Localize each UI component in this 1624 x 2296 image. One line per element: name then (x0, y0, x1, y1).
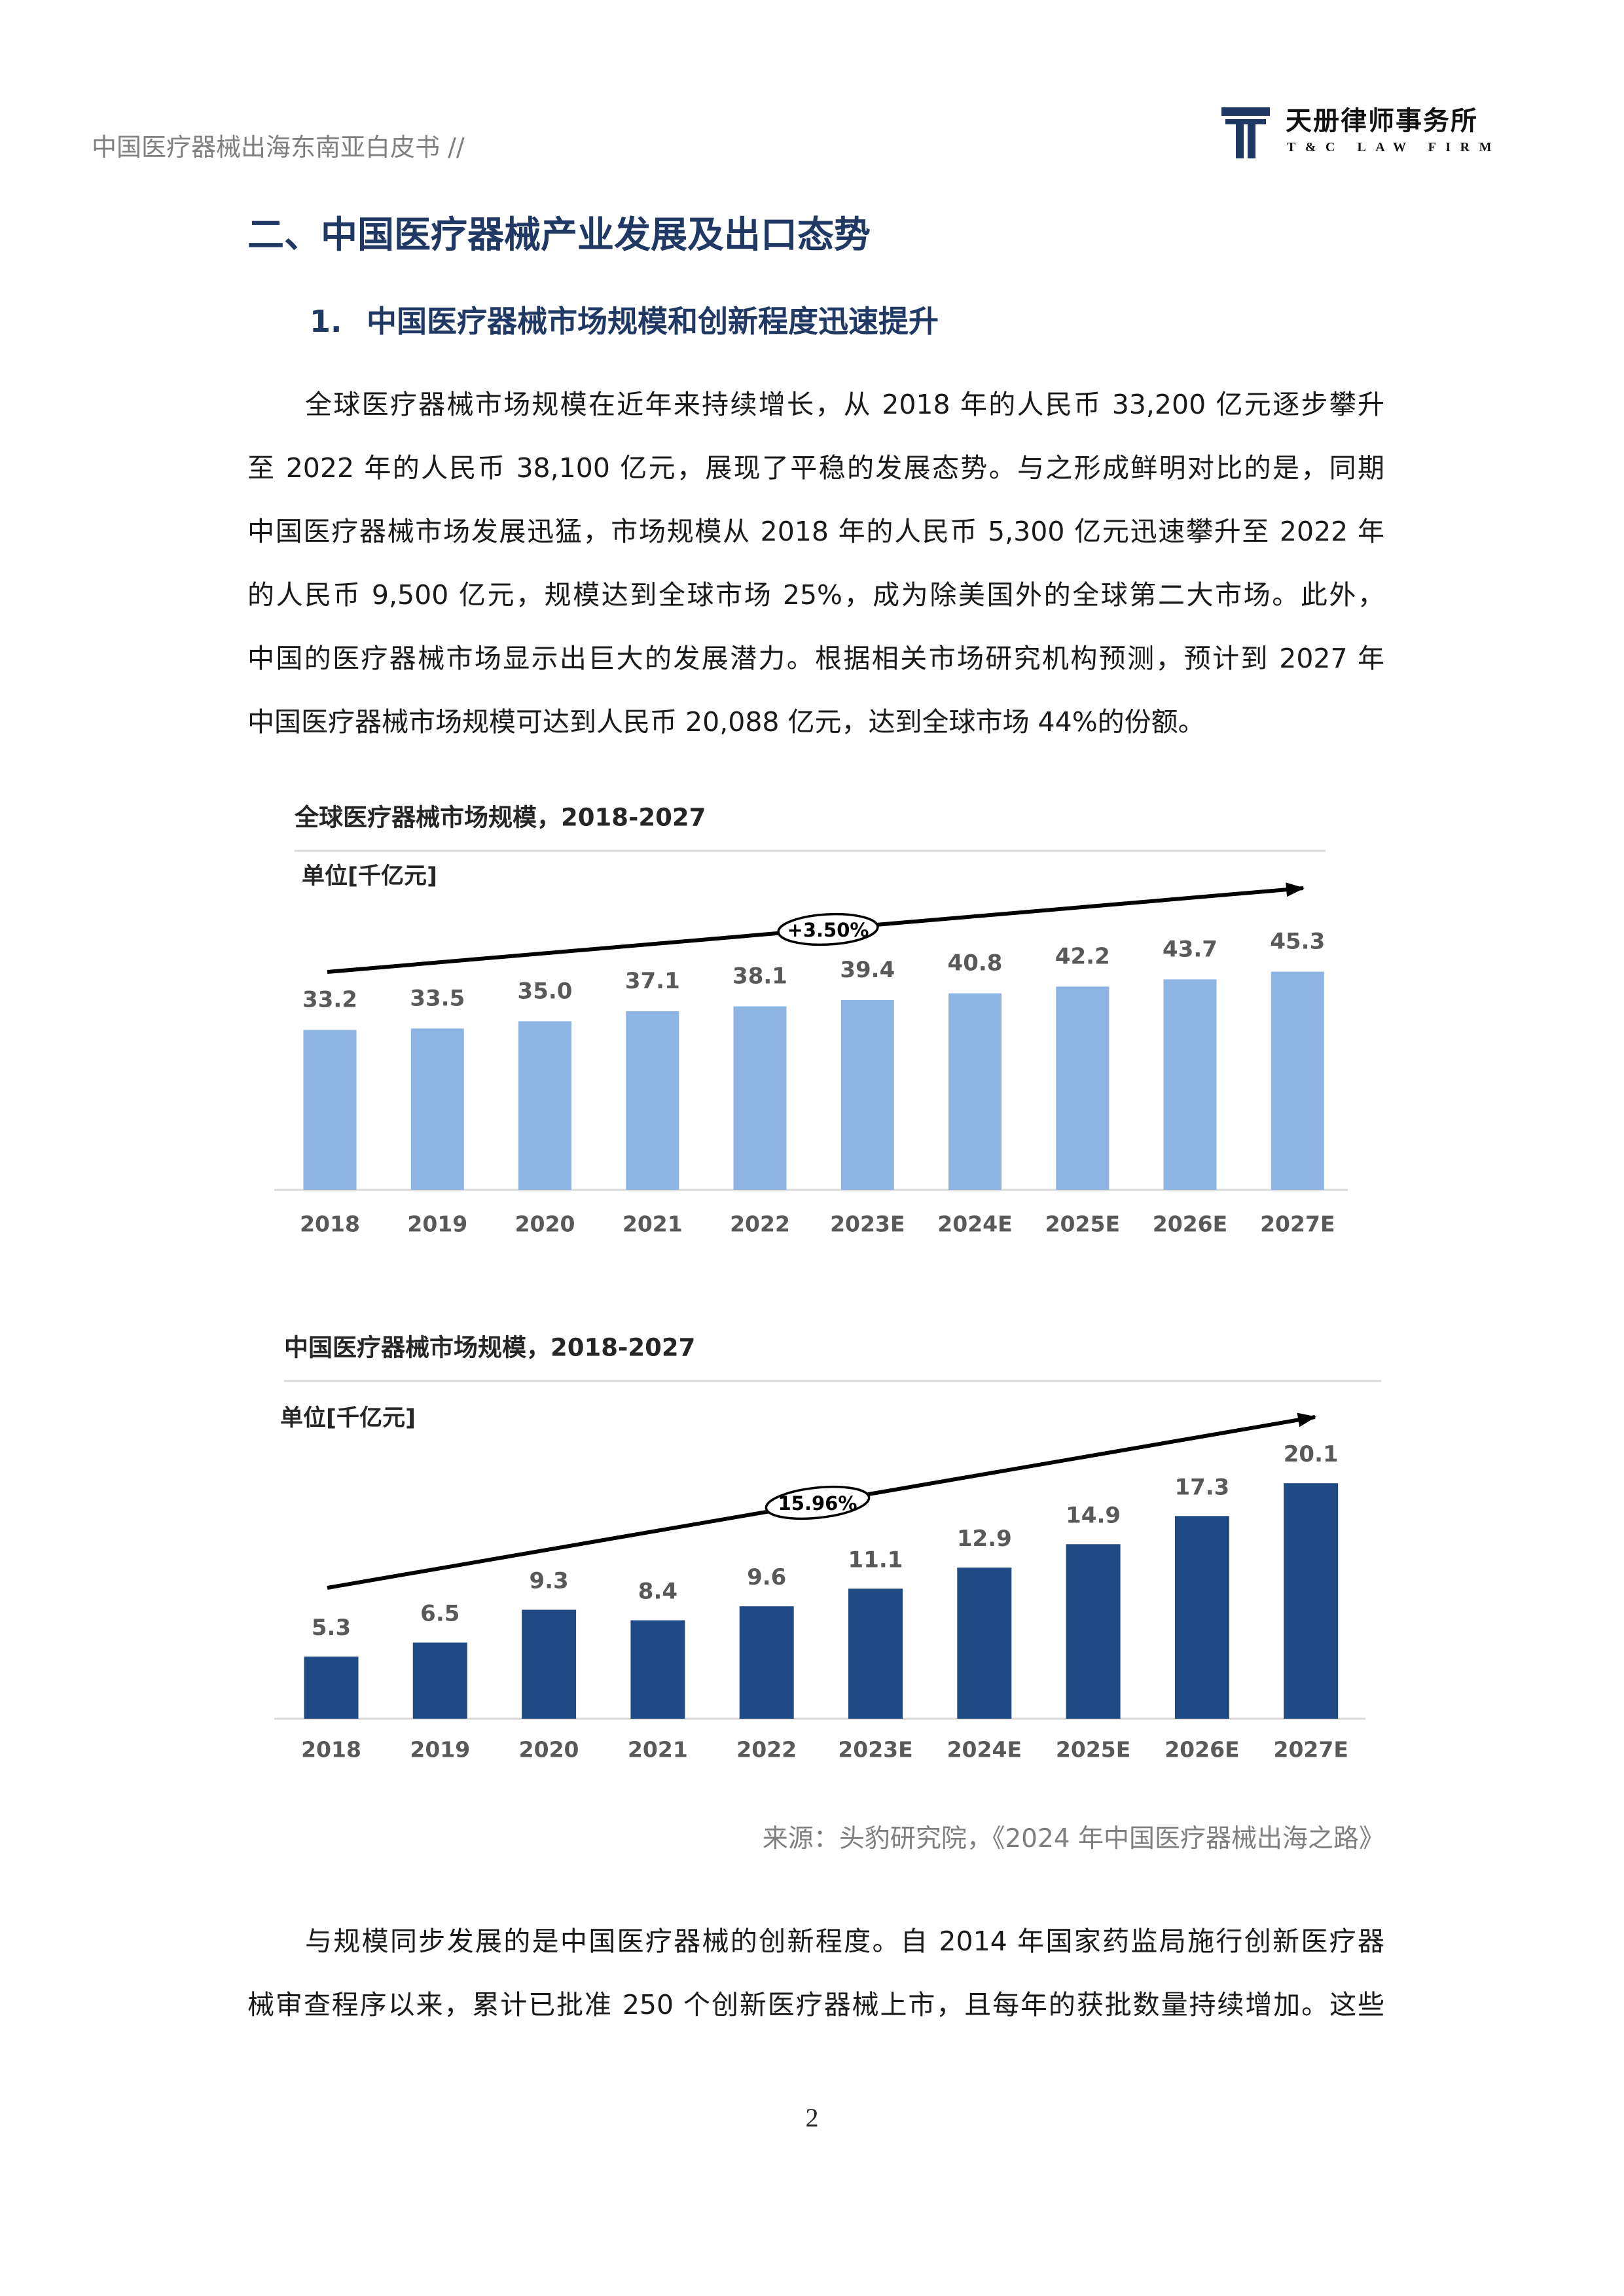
bar-value-label: 35.0 (518, 978, 573, 1004)
x-tick-label: 2024E (947, 1737, 1022, 1763)
bar-2020 (518, 1021, 571, 1190)
growth-rate-label: 15.96% (778, 1492, 857, 1515)
section-heading: 二、中国医疗器械产业发展及出口态势 (247, 214, 871, 257)
bar-series: 33.2 2018 33.5 2019 35.0 2020 37.1 2021 38.1 2022… (300, 929, 1335, 1237)
law-firm-logo-icon (1221, 107, 1270, 158)
x-tick-label: 2019 (410, 1737, 470, 1763)
bar-2023E (848, 1588, 903, 1719)
paragraph-line: 至 2022 年的人民币 38,100 亿元，展现了平稳的发展态势。与之形成鲜明… (247, 452, 1384, 484)
growth-rate-badge (765, 1485, 871, 1520)
chart-title: 中国医疗器械市场规模，2018-2027 (284, 1334, 695, 1362)
bar-value-label: 39.4 (840, 957, 895, 983)
bar-2019 (412, 1642, 467, 1719)
bar-value-label: 8.4 (638, 1579, 677, 1605)
bar-value-label: 40.8 (948, 950, 1003, 977)
bar-2026E (1174, 1516, 1229, 1719)
x-tick-label: 2023E (830, 1211, 905, 1237)
paragraph-line: 的人民币 9,500 亿元，规模达到全球市场 25%，成为除美国外的全球第二大市… (247, 579, 1384, 611)
x-tick-label: 2020 (515, 1211, 575, 1237)
bar-series: 5.3 2018 6.5 2019 9.3 2020 8.4 2021 9.6 2022 11.1 2… (301, 1441, 1348, 1762)
chart-title: 全球医疗器械市场规模，2018-2027 (294, 804, 706, 832)
paragraph-line: 中国的医疗器械市场显示出巨大的发展潜力。根据相关市场研究机构预测，预计到 202… (247, 643, 1384, 674)
bar-value-label: 11.1 (848, 1547, 903, 1573)
growth-rate-badge (777, 912, 879, 946)
x-tick-label: 2025E (1045, 1211, 1120, 1237)
bar-2022 (739, 1606, 794, 1719)
paragraph-market-size: 全球医疗器械市场规模在近年来持续增长，从 2018 年的人民币 33,200 亿… (247, 373, 1384, 754)
bar-2024E (957, 1568, 1012, 1719)
x-tick-label: 2025E (1056, 1737, 1130, 1763)
bar-value-label: 38.1 (732, 963, 787, 990)
global-market-bar-chart: 全球医疗器械市场规模，2018-2027 单位[千亿元] +3.50% 33.2… (274, 804, 1348, 1237)
x-tick-label: 2020 (519, 1737, 579, 1763)
bar-value-label: 14.9 (1066, 1502, 1121, 1528)
bar-2019 (410, 1028, 464, 1190)
running-header-title: 中国医疗器械出海东南亚白皮书 // (92, 133, 465, 162)
bar-value-label: 9.3 (529, 1568, 568, 1594)
x-tick-label: 2021 (628, 1737, 688, 1763)
x-tick-label: 2027E (1274, 1737, 1348, 1763)
growth-rate-label: +3.50% (787, 919, 869, 941)
paragraph-line: 中国医疗器械市场规模可达到人民币 20,088 亿元，达到全球市场 44%的份额… (247, 706, 1205, 738)
paragraph-line: 中国医疗器械市场发展迅猛，市场规模从 2018 年的人民币 5,300 亿元迅速… (247, 516, 1384, 547)
bar-value-label: 43.7 (1163, 936, 1218, 962)
bar-2018 (304, 1657, 359, 1719)
x-tick-label: 2018 (301, 1737, 361, 1763)
chart-unit-label: 单位[千亿元] (280, 1405, 416, 1431)
x-tick-label: 2018 (300, 1211, 360, 1237)
bar-value-label: 33.2 (302, 987, 357, 1013)
paragraph-line: 全球医疗器械市场规模在近年来持续增长，从 2018 年的人民币 33,200 亿… (305, 389, 1384, 420)
bar-2021 (630, 1620, 685, 1719)
chart-unit-label: 单位[千亿元] (302, 863, 437, 889)
bar-2027E (1284, 1483, 1339, 1719)
x-tick-label: 2019 (407, 1211, 467, 1237)
x-tick-label: 2026E (1153, 1211, 1227, 1237)
bar-2027E (1271, 971, 1324, 1190)
logo-name-chinese: 天册律师事务所 (1286, 106, 1478, 136)
china-market-bar-chart: 中国医疗器械市场规模，2018-2027 单位[千亿元] 15.96% 5.3 2… (274, 1334, 1381, 1763)
bar-value-label: 45.3 (1270, 929, 1325, 955)
bar-value-label: 5.3 (312, 1615, 351, 1641)
subsection-number: 1. (310, 304, 342, 339)
paragraph-line: 与规模同步发展的是中国医疗器械的创新程度。自 2014 年国家药监局施行创新医疗… (305, 1926, 1384, 1957)
bar-value-label: 33.5 (410, 985, 465, 1011)
bar-2022 (733, 1006, 787, 1190)
bar-2021 (626, 1011, 679, 1190)
x-tick-label: 2027E (1260, 1211, 1335, 1237)
bar-2020 (522, 1609, 577, 1719)
x-tick-label: 2026E (1164, 1737, 1239, 1763)
bar-2018 (303, 1030, 357, 1190)
x-tick-label: 2024E (937, 1211, 1012, 1237)
subsection-heading: 1. 中国医疗器械市场规模和创新程度迅速提升 (310, 302, 939, 340)
bar-value-label: 42.2 (1055, 943, 1110, 969)
page-number: 2 (805, 2103, 819, 2132)
logo-name-english: T&C LAW FIRM (1287, 140, 1501, 154)
paragraph-line: 械审查程序以来，累计已批准 250 个创新医疗器械上市，且每年的获批数量持续增加… (247, 1989, 1384, 2020)
paragraph-innovation: 与规模同步发展的是中国医疗器械的创新程度。自 2014 年国家药监局施行创新医疗… (247, 1910, 1384, 2037)
bar-value-label: 17.3 (1174, 1474, 1229, 1500)
bar-value-label: 20.1 (1284, 1441, 1339, 1467)
bar-2024E (948, 993, 1001, 1190)
chart-source-note: 来源：头豹研究院，《2024 年中国医疗器械出海之路》 (762, 1824, 1384, 1854)
x-tick-label: 2021 (623, 1211, 683, 1237)
bar-value-label: 12.9 (957, 1526, 1012, 1552)
x-tick-label: 2023E (838, 1737, 912, 1763)
subsection-title: 中国医疗器械市场规模和创新程度迅速提升 (367, 304, 939, 339)
x-tick-label: 2022 (736, 1737, 797, 1763)
bar-value-label: 37.1 (625, 968, 680, 994)
x-tick-label: 2022 (730, 1211, 790, 1237)
bar-2025E (1056, 986, 1110, 1190)
bar-2023E (840, 1000, 894, 1190)
bar-value-label: 6.5 (420, 1601, 460, 1627)
bar-2026E (1163, 979, 1217, 1190)
bar-2025E (1066, 1544, 1121, 1719)
bar-value-label: 9.6 (747, 1564, 786, 1590)
